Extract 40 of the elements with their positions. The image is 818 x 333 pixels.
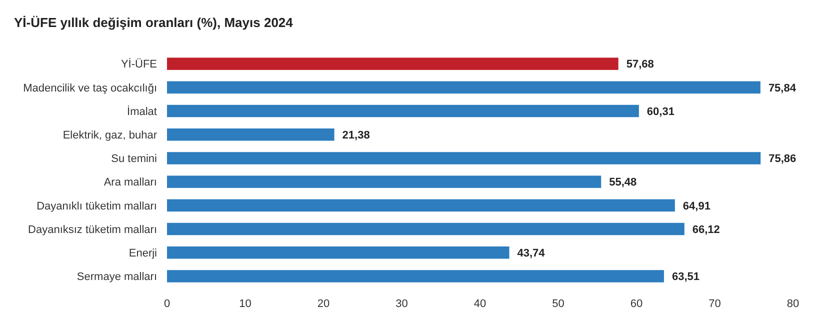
data-label: 75,84 (768, 82, 797, 94)
x-tick-label: 10 (239, 298, 252, 310)
bar (167, 270, 664, 282)
data-label: 60,31 (646, 106, 674, 118)
y-tick-label: Yİ-ÜFE (120, 58, 157, 71)
x-tick-label: 80 (786, 298, 800, 310)
y-tick-label: Madencilik ve taş ocakcılığı (23, 82, 157, 94)
x-tick-label: 20 (317, 298, 330, 310)
data-label: 55,48 (609, 176, 637, 189)
bar (167, 222, 684, 236)
bar (167, 152, 761, 164)
x-tick-label: 70 (708, 298, 721, 310)
y-tick-label: Su temini (111, 153, 157, 166)
y-tick-label: Enerji (128, 247, 157, 260)
bar (167, 128, 334, 141)
y-tick-label: Dayanıklı tüketim malları (36, 200, 157, 212)
data-label: 21,38 (342, 129, 370, 142)
y-tick-label: Dayanıksız tüketim malları (28, 224, 157, 236)
data-label: 57,68 (626, 58, 654, 71)
bar (167, 58, 618, 70)
data-label: 43,74 (517, 247, 546, 260)
y-tick-label: İmalat (127, 104, 157, 118)
y-tick-label: Sermaye malları (76, 271, 157, 284)
data-label: 66,12 (692, 224, 720, 236)
data-label: 64,91 (682, 200, 710, 212)
y-tick-label: Ara malları (104, 176, 157, 189)
bar (167, 81, 760, 94)
data-label: 75,86 (768, 153, 796, 166)
x-tick-label: 50 (552, 298, 564, 310)
x-tick-label: 30 (396, 298, 408, 310)
data-label: 63,51 (672, 271, 700, 284)
x-tick-label: 40 (474, 298, 486, 310)
bar (167, 104, 639, 118)
x-tick-label: 0 (164, 298, 170, 310)
x-tick-label: 60 (630, 298, 643, 310)
bar (167, 176, 602, 188)
y-tick-label: Elektrik, gaz, buhar (62, 129, 158, 142)
chart-title: Yİ-ÜFE yıllık değişim oranları (%), Mayıs 2024 (14, 15, 294, 30)
bar (167, 246, 510, 259)
bar (167, 199, 675, 212)
